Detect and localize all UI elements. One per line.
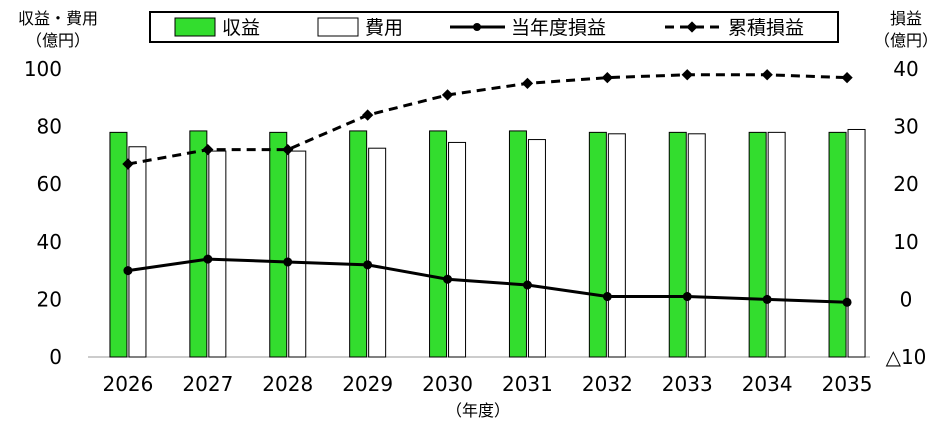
annual-profit-point <box>842 297 852 307</box>
revenue-bar <box>508 130 527 358</box>
cumulative-profit-point <box>841 71 853 84</box>
right-axis-ticks: △10 0 10 20 30 40 <box>886 57 927 369</box>
x-tick-label: 2027 <box>182 372 233 396</box>
x-tick-label: 2029 <box>342 372 393 396</box>
x-tick-label: 2033 <box>662 372 713 396</box>
right-axis-title-line1: 損益 <box>890 9 922 28</box>
annual-profit-line <box>127 257 848 304</box>
x-tick-label: 2026 <box>102 372 153 396</box>
right-tick-label: 40 <box>893 57 918 81</box>
cumulative-profit-point <box>761 69 773 81</box>
legend-annual-marker <box>473 23 481 31</box>
expense-bar <box>288 150 307 358</box>
legend-revenue-label: 収益 <box>222 17 260 39</box>
annual-profit-point <box>762 294 772 304</box>
revenue-bar <box>429 130 448 358</box>
cumulative-profit-point <box>282 143 294 156</box>
right-tick-label: △10 <box>886 345 927 369</box>
right-tick-label: 10 <box>893 230 918 254</box>
lines <box>122 69 853 307</box>
left-tick-label: 60 <box>37 172 62 196</box>
annual-profit-point <box>522 280 532 290</box>
legend-annual-label: 当年度損益 <box>511 17 606 39</box>
left-tick-label: 100 <box>24 57 62 81</box>
left-axis-title-line1: 収益・費用 <box>18 9 98 28</box>
cumulative-profit-point <box>202 143 214 156</box>
x-tick-label: 2032 <box>582 372 633 396</box>
expense-bar <box>767 131 786 358</box>
revenue-bar <box>828 131 847 358</box>
expense-bar <box>687 133 706 358</box>
right-tick-label: 30 <box>893 115 918 139</box>
x-tick-label: 2031 <box>502 372 553 396</box>
annual-profit-point <box>682 292 692 302</box>
left-axis-title-line2: （億円） <box>26 31 90 50</box>
left-tick-label: 80 <box>37 115 62 139</box>
expense-bar <box>847 128 866 358</box>
revenue-bar <box>269 131 288 358</box>
left-tick-label: 0 <box>49 345 62 369</box>
cumulative-profit-point <box>361 109 374 121</box>
x-tick-label: 2035 <box>822 372 873 396</box>
bars <box>109 128 866 358</box>
left-tick-label: 40 <box>37 230 62 254</box>
left-axis-ticks: 0 20 40 60 80 100 <box>24 57 62 369</box>
expense-bar <box>368 147 387 358</box>
x-axis-title: （年度） <box>446 401 510 420</box>
revenue-bar <box>349 130 368 358</box>
right-tick-label: 0 <box>900 287 913 311</box>
expense-bar <box>527 139 546 358</box>
right-tick-label: 20 <box>893 172 918 196</box>
revenue-bar <box>668 131 687 358</box>
annual-profit-point <box>283 257 293 267</box>
annual-profit-point <box>123 266 133 276</box>
legend-revenue-swatch <box>174 17 216 37</box>
expense-bar <box>607 133 626 358</box>
expense-bar <box>208 150 227 358</box>
x-axis-ticks: 2026 2027 2028 2029 2030 2031 2032 2033 2034 2035 <box>102 372 872 396</box>
left-tick-label: 20 <box>37 287 62 311</box>
annual-profit-point <box>443 274 453 284</box>
legend-expense-swatch <box>317 17 359 37</box>
annual-profit-point <box>602 292 612 302</box>
x-tick-label: 2030 <box>422 372 473 396</box>
annual-profit-point <box>363 260 373 270</box>
cumulative-profit-point <box>521 77 534 90</box>
annual-profit-point <box>203 254 213 264</box>
revenue-bar <box>109 131 128 358</box>
legend-expense-label: 費用 <box>365 17 403 39</box>
cumulative-profit-point <box>601 71 614 84</box>
legend: 収益 費用 当年度損益 累積損益 <box>149 11 839 43</box>
cumulative-profit-point <box>441 89 454 101</box>
expense-bar <box>448 141 467 358</box>
x-tick-label: 2034 <box>742 372 793 396</box>
expense-bar <box>128 146 147 358</box>
cumulative-profit-line <box>127 73 848 166</box>
x-tick-label: 2028 <box>262 372 313 396</box>
cumulative-profit-point <box>681 69 693 81</box>
right-axis-title-line2: （億円） <box>874 31 938 50</box>
legend-cumulative-label: 累積損益 <box>728 17 804 39</box>
revenue-bar <box>189 130 208 358</box>
revenue-bar <box>588 131 607 358</box>
revenue-bar <box>748 131 767 358</box>
